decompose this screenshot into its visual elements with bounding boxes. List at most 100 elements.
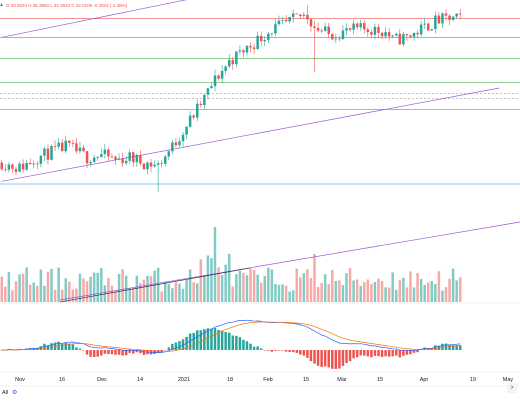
macd-histogram-bar [316, 350, 320, 366]
volume-bar [114, 291, 117, 302]
volume-bar [100, 268, 103, 302]
volume-bar [53, 289, 57, 302]
volume-bar [117, 274, 121, 302]
candle [430, 28, 434, 31]
volume-bar [277, 284, 281, 302]
volume-bar [455, 280, 458, 302]
symbol-indicator-icon: ▴ [0, 2, 4, 8]
macd-histogram-bar [110, 350, 114, 355]
macd-histogram-bar [334, 350, 338, 369]
candle [327, 22, 330, 38]
macd-histogram-bar [199, 330, 203, 350]
volume-bar [391, 272, 394, 302]
volume-bar [267, 267, 270, 302]
volume-bar [363, 282, 366, 302]
volume-bar [302, 273, 306, 302]
macd-histogram-bar [96, 350, 99, 357]
volume-bar [32, 282, 36, 302]
volume-bar [423, 285, 426, 302]
macd-histogram-bar [281, 350, 284, 351]
candle [277, 15, 281, 27]
candle [341, 24, 345, 40]
channel-line-1[interactable] [1, 87, 500, 182]
candle [259, 31, 263, 46]
macd-histogram-bar [291, 350, 295, 353]
volume-bar [252, 270, 256, 302]
macd-histogram-bar [277, 350, 281, 351]
macd-histogram-bar [164, 350, 167, 351]
macd-histogram-bar [341, 350, 345, 366]
volume-bar [50, 268, 53, 302]
candle [352, 19, 355, 35]
candle [174, 137, 178, 148]
macd-histogram-bar [100, 350, 103, 356]
macd-histogram-bar [345, 350, 348, 364]
volume-bar [235, 274, 238, 302]
candle [299, 14, 302, 19]
macd-line [1, 319, 461, 353]
volume-bar [68, 281, 71, 302]
candle [203, 94, 206, 110]
chevron-right-icon[interactable]: › [507, 383, 517, 393]
volume-trend-line-dark[interactable] [59, 267, 251, 303]
volume-bar [18, 274, 21, 302]
macd-histogram-bar [302, 350, 306, 356]
macd-histogram-bar [455, 345, 458, 350]
macd-histogram-bar [85, 350, 89, 355]
candle [270, 32, 274, 37]
volume-bar [366, 279, 370, 302]
macd-histogram-bar [227, 332, 231, 350]
macd-histogram-bar [75, 347, 78, 350]
macd-histogram-bar [128, 350, 131, 353]
macd-histogram-bar [320, 350, 323, 367]
volume-bar [11, 290, 14, 302]
candle [185, 125, 188, 140]
ohlc-values: O 33.5023 H 35.3960 L 32.3642 C 32.6105 … [6, 2, 128, 8]
volume-bar [174, 282, 178, 302]
macd-histogram-bar [395, 350, 398, 356]
macd-histogram-bar [242, 339, 245, 350]
candle [92, 154, 96, 163]
volume-bar [238, 270, 242, 302]
volume-bar [434, 283, 437, 302]
candle [199, 100, 203, 108]
candle [267, 31, 270, 43]
volume-bar [128, 288, 131, 302]
gear-icon[interactable]: ⚙ [12, 390, 18, 396]
volume-bar [135, 275, 139, 302]
macd-histogram-bar [53, 342, 57, 350]
time-axis-label: Apr [420, 377, 429, 383]
volume-bar [7, 272, 11, 302]
volume-bar [270, 269, 274, 302]
macd-histogram-bar [89, 350, 92, 357]
range-all-button[interactable]: All [2, 390, 9, 396]
macd-histogram-bar [181, 339, 185, 350]
volume-bar [355, 279, 359, 302]
macd-histogram-bar [153, 350, 156, 354]
candle [164, 154, 167, 167]
time-axis-label: Mar [337, 377, 347, 383]
candle [96, 155, 99, 162]
channel-line-0[interactable] [1, 0, 251, 38]
volume-bar [82, 278, 85, 302]
candle [387, 28, 391, 41]
candle [32, 160, 36, 169]
macd-histogram-bar [217, 329, 220, 350]
volume-bar [338, 280, 341, 302]
volume-bar [0, 276, 4, 302]
candle [178, 137, 181, 148]
volume-bar [348, 268, 352, 302]
candle [338, 35, 341, 42]
volume-trend-line[interactable] [59, 221, 520, 301]
time-axis-label: May [503, 377, 514, 383]
candle [153, 160, 156, 168]
macd-histogram-bar [423, 347, 426, 350]
volume-bar [281, 284, 284, 302]
volume-bar [195, 283, 199, 302]
candle [426, 22, 430, 31]
volume-bar [75, 288, 78, 302]
candle [377, 24, 380, 39]
volume-bar [352, 280, 355, 302]
